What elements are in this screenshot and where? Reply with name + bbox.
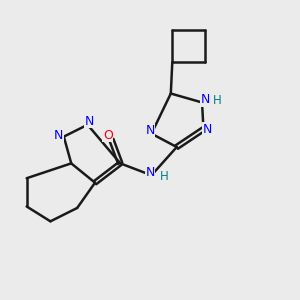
Text: N: N — [84, 115, 94, 128]
Text: N: N — [54, 129, 63, 142]
Text: N: N — [145, 124, 155, 137]
Text: N: N — [202, 123, 212, 136]
Text: H: H — [160, 170, 168, 183]
Text: H: H — [213, 94, 222, 107]
Text: N: N — [145, 166, 155, 179]
Text: O: O — [103, 129, 113, 142]
Text: N: N — [201, 93, 210, 106]
